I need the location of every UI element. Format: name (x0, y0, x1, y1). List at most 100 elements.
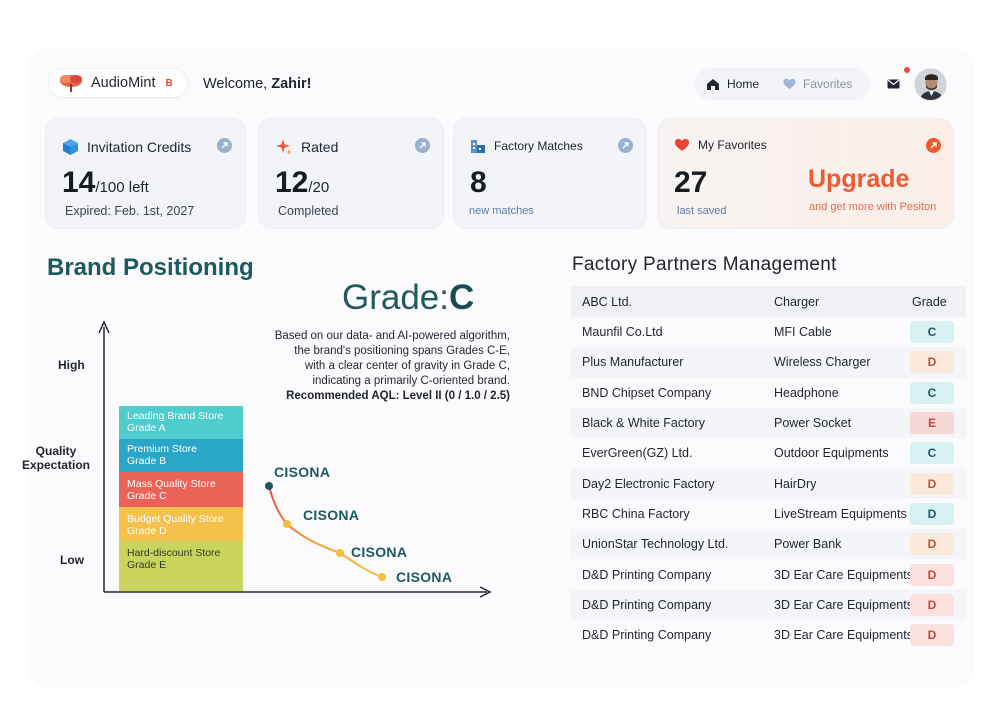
factory-charger: Wireless Charger (774, 355, 871, 370)
curve-point (336, 549, 344, 557)
brand-logo-pill[interactable]: AudioMint B (48, 68, 188, 98)
credits-card-title: Invitation Credits (62, 138, 191, 156)
grade-heading: Grade:C (342, 278, 474, 318)
grade-badge: E (910, 412, 954, 435)
axis-label-line: Expectation (22, 458, 91, 472)
arrow-up-right-icon[interactable] (926, 138, 941, 153)
credits-number: 14 (62, 166, 96, 199)
user-avatar[interactable] (914, 68, 947, 101)
desc-line: indicating a primarily C-oriented brand. (312, 375, 510, 387)
grade-badge: D (910, 533, 954, 556)
invitation-credits-card[interactable]: Invitation Credits 14/100 left Expired: … (45, 118, 246, 229)
grade-badge: D (910, 351, 954, 374)
tier-name: Mass Quality Store (127, 478, 216, 490)
tier-grade-b: Premium Store Grade B (119, 439, 243, 472)
tier-grade: Grade D (127, 525, 167, 537)
positioning-curve (268, 485, 383, 578)
arrow-up-right-icon[interactable] (217, 138, 232, 153)
point-label: CISONA (274, 464, 331, 480)
nav-favorites-button[interactable]: Favorites (783, 77, 852, 91)
table-row[interactable]: D&D Printing Company 3D Ear Care Equipme… (571, 620, 966, 650)
axis-label-line: Quality (35, 444, 77, 458)
tier-name: Leading Brand Store (127, 410, 224, 422)
factory-charger: 3D Ear Care Equipments (774, 628, 913, 643)
tier-name: Hard-discount Store (127, 547, 221, 559)
arrow-up-right-icon[interactable] (618, 138, 633, 153)
tier-name: Budget Quality Store (127, 513, 224, 525)
grade-badge: D (910, 472, 954, 495)
point-label: CISONA (303, 507, 360, 523)
tier-name: Premium Store (127, 443, 198, 455)
credits-value: 14/100 left (62, 166, 149, 200)
tier-grade: Grade B (127, 455, 167, 467)
factory-name: D&D Printing Company (582, 567, 712, 582)
notification-dot (904, 67, 910, 73)
table-row[interactable]: Plus Manufacturer Wireless Charger D (571, 347, 966, 378)
axis-label-high: High (58, 358, 85, 372)
favorites-title-text: My Favorites (698, 138, 767, 152)
factory-charger: 3D Ear Care Equipments (774, 597, 913, 612)
table-row[interactable]: RBC China Factory LiveStream Equipments … (571, 499, 966, 529)
upgrade-subtitle: and get more with Pesiton (809, 201, 937, 213)
point-label: CISONA (396, 569, 453, 585)
grade-letter: C (449, 278, 475, 317)
brand-positioning-title: Brand Positioning (47, 254, 254, 281)
welcome-user: Zahir! (271, 76, 312, 92)
y-axis-arrow (98, 320, 110, 334)
rated-number: 12 (275, 166, 309, 199)
heart-icon (783, 78, 796, 89)
grade-badge: D (910, 624, 954, 647)
rated-value: 12/20 (275, 166, 329, 200)
factory-matches-card[interactable]: Factory Matches 8 new matches (453, 118, 647, 229)
upgrade-link[interactable]: Upgrade (808, 165, 910, 193)
recommended-aql: Recommended AQL: Level II (0 / 1.0 / 2.5… (286, 390, 510, 402)
table-row[interactable]: Maunfil Co.Ltd MFI Cable C (571, 317, 966, 347)
arrow-up-right-icon[interactable] (415, 138, 430, 153)
desc-line: with a clear center of gravity in Grade … (304, 360, 510, 372)
tier-grade: Grade E (127, 559, 167, 571)
factory-charger: Power Bank (774, 537, 842, 552)
curve-point (283, 520, 291, 528)
rated-card[interactable]: Rated 12/20 Completed (258, 118, 444, 229)
axis-label-low: Low (60, 553, 84, 567)
credits-title-text: Invitation Credits (87, 139, 192, 155)
favorites-number: 27 (674, 166, 708, 199)
factory-name: EverGreen(GZ) Ltd. (582, 446, 693, 461)
app-badge: B (165, 77, 173, 89)
nav-home-button[interactable]: Home (706, 77, 759, 91)
tree-logo-icon (57, 73, 85, 93)
favorites-value: 27 (674, 166, 707, 200)
tier-grade-c: Mass Quality Store Grade C (119, 472, 243, 507)
table-row[interactable]: EverGreen(GZ) Ltd. Outdoor Equipments C (571, 438, 966, 468)
table-row[interactable]: Black & White Factory Power Socket E (571, 407, 966, 439)
factory-partners-title: Factory Partners Management (572, 254, 837, 275)
mail-icon (887, 79, 900, 89)
favorites-note: last saved (677, 205, 727, 217)
factory-charger: Outdoor Equipments (774, 446, 889, 461)
factory-charger: Power Socket (774, 416, 852, 431)
nav-home-label: Home (727, 77, 760, 91)
matches-value: 8 (470, 166, 487, 200)
table-row[interactable]: UnionStar Technology Ltd. Power Bank D (571, 529, 966, 560)
credits-expiry: Expired: Feb. 1st, 2027 (65, 204, 195, 218)
matches-card-title: Factory Matches (470, 138, 583, 154)
my-favorites-card[interactable]: My Favorites 27 last saved Upgrade and g… (657, 118, 954, 229)
column-header[interactable]: Charger (774, 294, 820, 309)
desc-line: Based on our data- and AI-powered algori… (274, 330, 510, 342)
column-header[interactable]: ABC Ltd. (582, 294, 633, 309)
factory-name: Maunfil Co.Ltd (582, 325, 663, 340)
table-row[interactable]: D&D Printing Company 3D Ear Care Equipme… (571, 559, 966, 589)
table-row[interactable]: BND Chipset Company Headphone C (571, 378, 966, 408)
table-row[interactable]: Day2 Electronic Factory HairDry D (571, 468, 966, 499)
factory-charger: Headphone (774, 385, 839, 400)
rated-status: Completed (278, 204, 339, 218)
column-header[interactable]: Grade (912, 294, 947, 309)
factory-charger: MFI Cable (774, 325, 832, 340)
factory-partners-table: ABC Ltd. Charger Grade Maunfil Co.Ltd MF… (571, 286, 966, 650)
grade-prefix: Grade: (342, 278, 449, 317)
mail-button[interactable] (887, 76, 900, 94)
table-row[interactable]: D&D Printing Company 3D Ear Care Equipme… (571, 589, 966, 620)
nav-favorites-label: Favorites (803, 77, 853, 91)
axis-label-quality-expectation: Quality Expectation (22, 444, 90, 472)
